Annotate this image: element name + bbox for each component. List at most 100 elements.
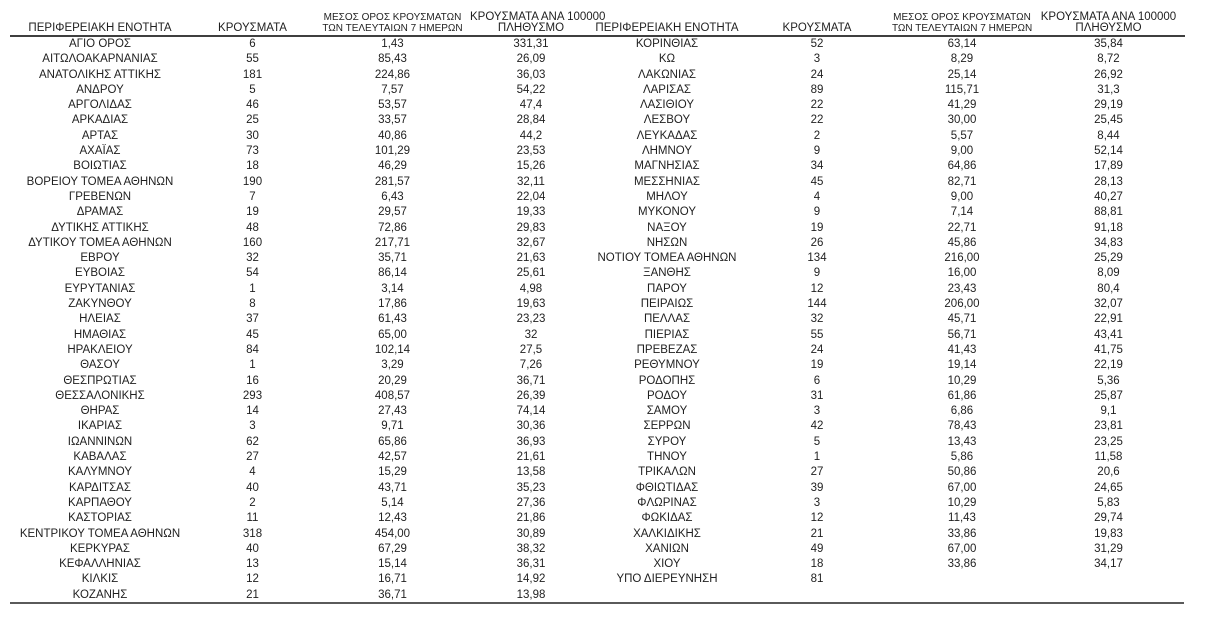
per100k-cell: 28,13	[1094, 175, 1123, 188]
cases-cell: 9	[813, 145, 821, 158]
col-header-cases-label: ΚΡΟΥΣΜΑΤΑ	[218, 22, 287, 34]
avg7-cell: 5,14	[381, 496, 404, 509]
per100k-cell: 54,22	[516, 83, 546, 96]
table-row: ΗΛΕΙΑΣ 37 61,43 23,23	[10, 312, 592, 327]
region-cell: ΤΗΝΟΥ	[647, 451, 687, 464]
region-cell: ΣΕΡΡΩΝ	[643, 420, 691, 433]
avg7-cell: 85,43	[378, 53, 407, 66]
per100k-cell: 91,18	[1094, 221, 1123, 234]
table-body-right: ΚΟΡΙΝΘΙΑΣ 52 63,14 35,84 ΚΩ 3 8,29 8,72 ΛΑΚΩΝΙΑΣ…	[592, 36, 1185, 588]
avg7-cell: 67,00	[947, 542, 977, 555]
region-cell: ΦΛΩΡΙΝΑΣ	[637, 496, 697, 509]
cases-cell: 89	[810, 83, 824, 96]
region-cell: ΙΩΑΝΝΙΝΩΝ	[67, 435, 133, 448]
per100k-cell: 11,58	[1094, 451, 1123, 464]
cases-cell: 14	[246, 405, 259, 418]
table-row: ΑΡΤΑΣ 30 40,86 44,2	[10, 129, 592, 144]
cases-cell: 54	[246, 267, 259, 280]
region-cell: ΕΥΒΟΙΑΣ	[75, 267, 125, 280]
per100k-cell: 17,89	[1094, 160, 1123, 173]
table-bottom-rule	[10, 602, 1184, 604]
table-row: ΚΩ 3 8,29 8,72	[592, 52, 1185, 67]
per100k-cell: 8,44	[1097, 129, 1120, 142]
avg7-cell: 102,14	[374, 343, 411, 356]
table-row: ΡΕΘΥΜΝΟΥ 19 19,14 22,19	[592, 358, 1185, 373]
regional-cases-table-right: ΠΕΡΙΦΕΡΕΙΑΚΗ ΕΝΟΤΗΤΑ ΚΡΟΥΣΜΑΤΑ ΜΕΣΟΣ ΟΡΟ…	[592, 8, 1185, 588]
cases-cell: 40	[246, 542, 259, 555]
avg7-cell: 22,71	[947, 221, 977, 234]
avg7-cell: 206,00	[944, 298, 980, 311]
avg7-cell: 61,86	[947, 389, 977, 402]
cases-cell: 46	[246, 99, 259, 112]
cases-cell: 134	[807, 252, 827, 265]
per100k-cell: 41,75	[1094, 343, 1123, 356]
per100k-cell: 36,93	[516, 435, 546, 448]
table-row: ΣΕΡΡΩΝ 42 78,43 23,81	[592, 419, 1185, 434]
cases-cell: 12	[810, 282, 824, 295]
region-cell: ΝΗΣΩΝ	[646, 236, 688, 249]
table-row: ΚΕΝΤΡΙΚΟΥ ΤΟΜΕΑ ΑΘΗΝΩΝ 318 454,00 30,89	[10, 527, 592, 542]
region-cell: ΚΩ	[658, 53, 676, 66]
per100k-cell: 31,29	[1094, 542, 1123, 555]
region-cell: ΕΒΡΟΥ	[80, 252, 120, 265]
table-row: ΜΕΣΣΗΝΙΑΣ 45 82,71 28,13	[592, 175, 1185, 190]
region-cell: ΔΥΤΙΚΟΥ ΤΟΜΕΑ ΑΘΗΝΩΝ	[28, 236, 172, 249]
cases-cell: 18	[810, 558, 824, 571]
per100k-cell: 29,74	[1094, 512, 1123, 525]
avg7-cell: 27,43	[378, 405, 407, 418]
avg7-cell: 86,14	[378, 267, 407, 280]
avg7-cell: 7,57	[381, 83, 404, 96]
avg7-cell: 42,57	[378, 451, 407, 464]
per100k-cell: 25,45	[1094, 114, 1123, 127]
region-cell: ΚΟΡΙΝΘΙΑΣ	[635, 38, 699, 50]
per100k-cell: 52,14	[1094, 145, 1123, 158]
avg7-cell: 3,14	[381, 282, 404, 295]
per100k-cell: 32,07	[1094, 298, 1123, 311]
region-cell: ΛΑΚΩΝΙΑΣ	[638, 68, 696, 81]
cases-cell: 19	[810, 221, 824, 234]
region-cell: ΜΕΣΣΗΝΙΑΣ	[633, 175, 701, 188]
avg7-cell: 217,71	[374, 236, 411, 249]
per100k-cell: 26,39	[516, 389, 546, 402]
per100k-cell: 25,61	[516, 267, 546, 280]
region-cell: ΦΩΚΙΔΑΣ	[641, 512, 693, 525]
per100k-cell: 22,04	[516, 190, 546, 203]
table-body-left: ΑΓΙΟ ΟΡΟΣ 6 1,43 331,31 ΑΙΤΩΛΟΑΚΑΡΝΑΝΙΑΣ 55 85…	[10, 36, 592, 603]
table-row: ΚΑΡΠΑΘΟΥ 2 5,14 27,36	[10, 496, 592, 511]
avg7-cell: 9,00	[950, 190, 974, 203]
region-cell: ΦΘΙΩΤΙΔΑΣ	[635, 481, 699, 494]
cases-cell: 5	[249, 83, 256, 96]
col-header-per100k: ΚΡΟΥΣΜΑΤΑ ΑΝΑ 100000 ΠΛΗΘΥΣΜΟ	[470, 8, 605, 37]
table-row: ΜΑΓΝΗΣΙΑΣ 34 64,86 17,89	[592, 159, 1185, 174]
region-cell: ΑΧΑΪΑΣ	[79, 145, 121, 158]
table-row: ΔΥΤΙΚΟΥ ΤΟΜΕΑ ΑΘΗΝΩΝ 160 217,71 32,67	[10, 236, 592, 251]
per100k-cell: 14,92	[516, 573, 546, 586]
table-header-row: ΠΕΡΙΦΕΡΕΙΑΚΗ ΕΝΟΤΗΤΑ ΚΡΟΥΣΜΑΤΑ ΜΕΣΟΣ ΟΡΟ…	[592, 8, 1185, 37]
avg7-cell: 12,43	[378, 512, 407, 525]
table-row: ΝΑΞΟΥ 19 22,71 91,18	[592, 221, 1185, 236]
per100k-cell: 34,83	[1094, 236, 1123, 249]
avg7-cell: 64,86	[947, 160, 977, 173]
per100k-cell: 40,27	[1094, 190, 1123, 203]
cases-cell: 55	[246, 53, 259, 66]
cases-cell: 5	[813, 435, 821, 448]
region-cell: ΑΡΤΑΣ	[81, 129, 119, 142]
cases-cell: 293	[242, 389, 263, 402]
region-cell: ΚΕΝΤΡΙΚΟΥ ΤΟΜΕΑ ΑΘΗΝΩΝ	[19, 527, 181, 540]
region-cell: ΠΙΕΡΙΑΣ	[644, 328, 690, 341]
per100k-cell: 22,19	[1094, 359, 1123, 372]
table-row: ΜΗΛΟΥ 4 9,00 40,27	[592, 190, 1185, 205]
region-cell: ΔΥΤΙΚΗΣ ΑΤΤΙΚΗΣ	[51, 221, 149, 234]
table-row: ΦΛΩΡΙΝΑΣ 3 10,29 5,83	[592, 496, 1185, 511]
per100k-cell: 20,6	[1097, 466, 1120, 479]
cases-cell: 55	[810, 328, 824, 341]
cases-cell: 34	[810, 160, 824, 173]
cases-cell: 2	[249, 496, 256, 509]
avg7-cell: 15,29	[378, 466, 407, 479]
per100k-cell: 21,61	[516, 451, 546, 464]
cases-cell: 190	[242, 175, 263, 188]
cases-cell: 1	[249, 282, 256, 295]
per100k-cell: 32,67	[516, 236, 546, 249]
cases-cell: 318	[242, 527, 263, 540]
avg7-cell: 20,29	[378, 374, 407, 387]
